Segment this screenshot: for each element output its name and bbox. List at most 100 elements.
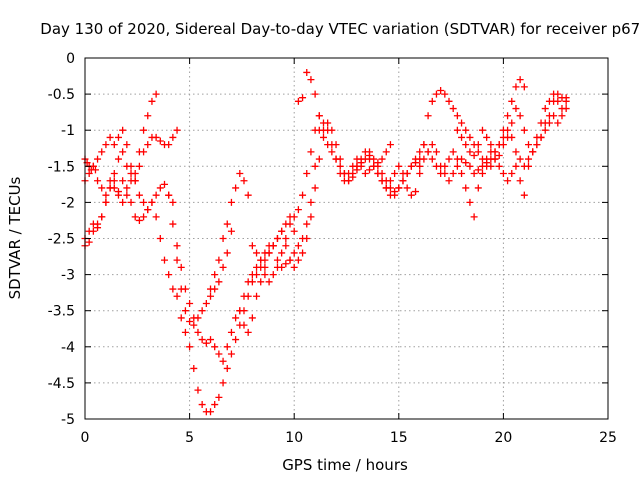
data-point	[219, 357, 227, 365]
data-point	[165, 141, 173, 149]
data-point	[504, 177, 512, 185]
data-point	[194, 328, 202, 336]
data-point	[152, 213, 160, 221]
data-point	[525, 141, 533, 149]
data-point	[98, 184, 106, 192]
data-point	[248, 271, 256, 279]
x-tick-label: 25	[599, 430, 617, 446]
data-point	[516, 155, 524, 163]
data-point	[173, 126, 181, 134]
data-point	[449, 105, 457, 113]
data-point	[236, 307, 244, 315]
data-point	[135, 191, 143, 199]
data-point	[558, 105, 566, 113]
data-point	[378, 170, 386, 178]
data-point	[437, 86, 445, 94]
data-point	[190, 364, 198, 372]
data-point	[211, 271, 219, 279]
data-point	[512, 162, 520, 170]
data-point	[470, 151, 478, 159]
data-point	[458, 170, 466, 178]
data-point	[324, 119, 332, 127]
y-axis-label: SDTVAR / TECUs	[6, 176, 24, 299]
data-point	[227, 350, 235, 358]
data-point	[520, 191, 528, 199]
data-point	[332, 155, 340, 163]
data-point	[445, 177, 453, 185]
data-point	[282, 235, 290, 242]
y-tick-label: -0.5	[48, 87, 75, 103]
data-point	[286, 256, 294, 264]
data-point	[98, 213, 106, 221]
data-point	[202, 339, 210, 347]
data-point	[232, 184, 240, 192]
data-point	[520, 83, 528, 91]
data-point	[533, 133, 541, 141]
data-point	[215, 256, 223, 264]
data-point	[303, 170, 311, 178]
data-point	[466, 162, 474, 170]
y-tick-label: -2.5	[48, 232, 75, 248]
data-point	[282, 242, 290, 250]
data-point	[156, 184, 164, 192]
data-point	[194, 386, 202, 394]
data-point	[207, 292, 215, 300]
data-point	[106, 184, 114, 192]
data-point	[98, 148, 106, 156]
data-point	[378, 155, 386, 163]
data-point	[127, 198, 135, 206]
data-point	[261, 271, 269, 279]
data-point	[202, 299, 210, 307]
data-point	[420, 141, 428, 149]
data-point	[366, 148, 374, 156]
data-point	[424, 112, 432, 120]
data-point	[504, 133, 512, 141]
data-point	[160, 180, 168, 188]
data-point	[165, 191, 173, 199]
data-point	[94, 155, 102, 163]
data-point	[156, 137, 164, 145]
data-point	[386, 184, 394, 192]
data-point	[290, 249, 298, 257]
data-point	[441, 90, 449, 98]
data-point	[227, 328, 235, 336]
data-point	[508, 119, 516, 127]
data-point	[148, 97, 156, 105]
data-point	[186, 299, 194, 307]
data-point	[144, 141, 152, 149]
data-point	[504, 112, 512, 120]
data-point	[558, 112, 566, 120]
data-point	[127, 170, 135, 178]
series-5	[165, 126, 323, 365]
data-point	[315, 155, 323, 163]
data-point	[240, 321, 248, 329]
y-tick-label: 0	[66, 51, 75, 67]
data-point	[119, 148, 127, 156]
data-point	[462, 184, 470, 192]
data-point	[407, 162, 415, 170]
data-point	[361, 170, 369, 178]
data-point	[424, 148, 432, 156]
data-point	[190, 314, 198, 322]
data-point	[198, 307, 206, 315]
data-point	[391, 170, 399, 178]
data-point	[370, 155, 378, 163]
data-point	[483, 155, 491, 163]
data-point	[110, 170, 118, 178]
data-point	[466, 198, 474, 206]
data-point	[273, 235, 281, 242]
data-point	[165, 271, 173, 279]
data-point	[428, 97, 436, 105]
data-point	[265, 249, 273, 257]
data-point	[299, 249, 307, 257]
data-point	[307, 148, 315, 156]
data-point	[491, 148, 499, 156]
data-point	[232, 314, 240, 322]
data-point	[261, 263, 269, 271]
data-point	[504, 126, 512, 134]
series-8	[294, 68, 424, 199]
data-point	[131, 213, 139, 221]
data-point	[102, 141, 110, 149]
data-point	[290, 227, 298, 235]
data-point	[294, 256, 302, 264]
